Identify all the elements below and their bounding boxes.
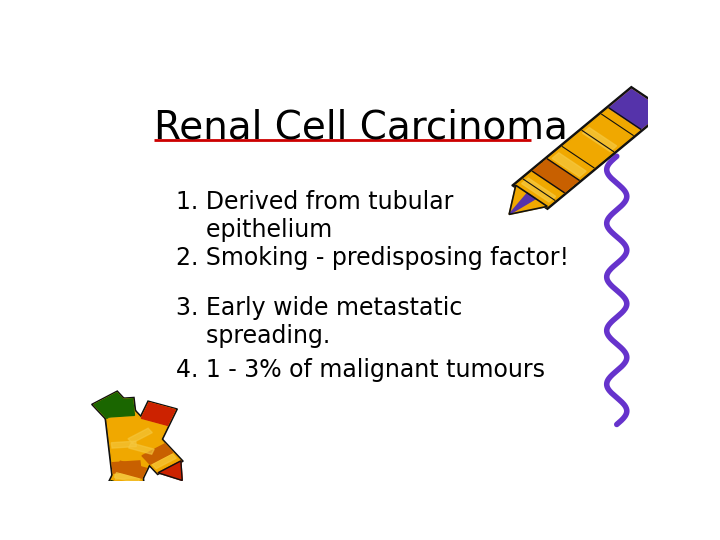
Bar (104, 399, 135, 417)
Bar (613, 102, 647, 126)
Bar (114, 472, 140, 483)
Polygon shape (158, 461, 182, 481)
Bar (115, 472, 140, 479)
Bar (552, 153, 586, 177)
Bar (143, 414, 168, 425)
Bar (142, 444, 173, 464)
Bar (582, 127, 616, 152)
Bar (103, 397, 144, 485)
Bar (112, 461, 141, 473)
Polygon shape (509, 185, 547, 214)
Bar (152, 454, 176, 469)
Polygon shape (114, 482, 143, 499)
Bar (91, 391, 183, 475)
Text: 4. 1 - 3% of malignant tumours: 4. 1 - 3% of malignant tumours (176, 358, 546, 382)
Bar (128, 428, 153, 443)
Bar (521, 178, 556, 202)
Bar (609, 90, 663, 129)
Bar (94, 393, 130, 418)
Bar (116, 461, 147, 478)
Bar (129, 443, 154, 454)
Bar (533, 159, 579, 193)
Bar (112, 441, 136, 448)
Text: 1. Derived from tubular
    epithelium: 1. Derived from tubular epithelium (176, 190, 454, 242)
Polygon shape (509, 193, 536, 214)
Bar (516, 90, 663, 206)
Bar (94, 393, 181, 473)
Text: 2. Smoking - predisposing factor!: 2. Smoking - predisposing factor! (176, 246, 570, 269)
Bar (104, 399, 143, 483)
Bar (104, 403, 128, 417)
Text: 3. Early wide metastatic
    spreading.: 3. Early wide metastatic spreading. (176, 295, 463, 348)
Bar (141, 403, 175, 426)
Text: Renal Cell Carcinoma: Renal Cell Carcinoma (154, 109, 568, 146)
Bar (109, 401, 177, 489)
Bar (111, 403, 175, 488)
Bar (512, 86, 667, 210)
Polygon shape (111, 481, 137, 500)
Bar (108, 410, 132, 417)
